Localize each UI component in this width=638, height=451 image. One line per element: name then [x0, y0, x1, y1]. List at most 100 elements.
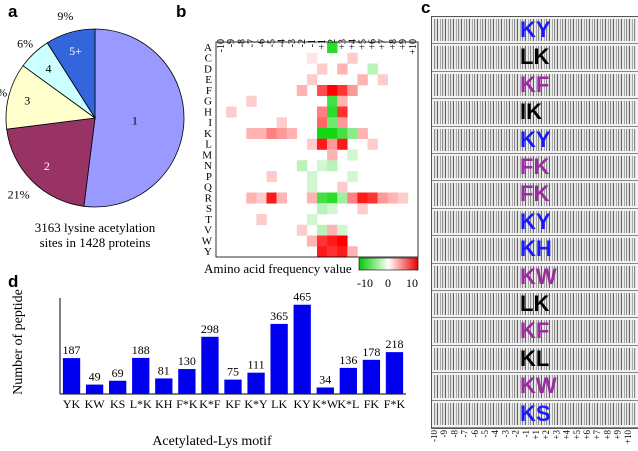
heatmap-cell: [306, 235, 318, 247]
bar: [132, 357, 150, 394]
bar: [155, 378, 173, 394]
heatmap-cell: [347, 171, 358, 183]
bar-category-label: L*K: [130, 397, 152, 411]
bar-category-label: F*K: [384, 397, 406, 411]
heatmap-cell: [266, 128, 277, 140]
colorbar-tick-mid: 0: [385, 276, 391, 290]
motif-logo-letters: KW: [520, 373, 557, 399]
logo-position-label: +3: [551, 430, 561, 440]
bar: [109, 380, 127, 394]
bar-category-label: K*F: [199, 397, 221, 411]
heatmap-cell: [347, 85, 358, 97]
motif-logo-letters: FK: [520, 154, 550, 179]
heatmap-position-label: +7: [378, 39, 389, 50]
heatmap-position-label: +4: [347, 39, 358, 50]
pie-slice-label: 5+: [69, 44, 82, 58]
heatmap-cell: [327, 106, 338, 118]
heatmap-cell: [387, 192, 399, 204]
bar-value-label: 75: [227, 365, 239, 379]
heatmap-aa-label: Y: [204, 246, 212, 258]
heatmap-cell: [246, 95, 257, 107]
bar-value-label: 218: [385, 337, 403, 351]
motif-logo-letters: KL: [520, 345, 550, 371]
logo-position-label: -9: [439, 430, 449, 438]
motif-logo-row: KF: [432, 318, 638, 346]
bar-ylabel: Number of peptide: [11, 289, 26, 395]
heatmap-cell: [347, 149, 358, 161]
heatmap-cell: [317, 117, 328, 129]
bar-value-label: 130: [178, 354, 196, 368]
panel-label-b: b: [176, 2, 187, 21]
heatmap-cell: [296, 224, 308, 236]
logo-background: [434, 402, 636, 425]
colorbar-tick-max: 10: [406, 276, 418, 290]
bar-category-label: K*Y: [244, 397, 268, 411]
logo-background: [434, 19, 636, 42]
motif-logo-letters: KF: [520, 71, 550, 97]
logo-position-label: -2: [511, 430, 521, 438]
heatmap-cell: [256, 192, 267, 204]
motif-logo-letters: KF: [520, 318, 550, 344]
bar-category-label: FK: [364, 397, 380, 411]
motif-bar-chart: 187 YK 49 KW 69 KS 188 L*K 81 KH 130 F*K 298 K*F 75 KF 1…: [11, 289, 406, 449]
bar: [339, 367, 357, 394]
heatmap-aa-label: T: [205, 214, 212, 226]
pie-chart: 152%221%312%46%5+9% 3163 lysine acetylat…: [0, 9, 185, 250]
pie-percent-label: 12%: [0, 86, 7, 100]
logo-position-label: -6: [470, 430, 480, 438]
logo-position-axis: -10 -9 -8 -7 -6 -5 -4 -3 -2 -1 +1 +2 +3 +4 +5 +6 +7 +8 +9 +…: [431, 430, 633, 445]
heatmap-position-label: -1: [307, 39, 318, 47]
heatmap-cell: [306, 52, 318, 64]
panel-label-a: a: [8, 2, 18, 21]
motif-logo-letters: KS: [520, 400, 551, 426]
heatmap-cell: [256, 128, 267, 140]
heatmap-cell: [226, 106, 237, 118]
pie-percent-label: 9%: [57, 9, 73, 23]
heatmap-cell: [347, 128, 358, 140]
logo-position-label: +4: [562, 430, 572, 440]
motif-logo-row: KF: [432, 71, 638, 100]
heatmap-position-label: -7: [246, 39, 257, 47]
motif-logo-letters: LK: [520, 44, 550, 70]
motif-logo-letters: KY: [520, 126, 551, 152]
heatmap-position-label: -8: [236, 39, 247, 47]
heatmap-cell: [367, 63, 378, 75]
heatmap-position-label: +1: [317, 39, 328, 50]
motif-logo-row: KY: [432, 127, 638, 154]
pie-slice-label: 4: [45, 61, 51, 75]
heatmap-cell: [327, 224, 338, 236]
motif-logo-row: IK: [432, 99, 638, 127]
motif-logo-letters: KW: [520, 263, 557, 289]
logo-position-label: +1: [531, 430, 541, 440]
motif-logo-row: KW: [432, 373, 638, 401]
motif-logo-row: KY: [432, 208, 638, 237]
logo-position-label: -8: [449, 430, 459, 438]
logo-position-label: -10: [431, 430, 439, 442]
heatmap-cell: [347, 246, 358, 258]
logo-position-label: +10: [623, 430, 633, 445]
heatmap-cell: [266, 171, 277, 183]
motif-logo-panel: KY LK KF IK KY FK FK KY KH KW LK KF KL KW KS: [431, 16, 638, 429]
heatmap-cell: [317, 128, 328, 140]
bar-category-label: KW: [85, 397, 106, 411]
heatmap-aa-label: C: [205, 53, 212, 65]
heatmap-cell: [306, 214, 318, 226]
heatmap-cell: [337, 246, 348, 258]
heatmap-aa-label: W: [202, 235, 213, 247]
motif-logo-letters: KY: [520, 208, 551, 234]
bar-category-label: YK: [63, 397, 81, 411]
bar-value-label: 34: [319, 372, 331, 386]
heatmap-aa-label: H: [204, 106, 212, 118]
heatmap-aa-label: R: [205, 192, 213, 204]
bar-value-label: 49: [89, 370, 101, 384]
logo-background: [434, 156, 636, 179]
heatmap-cell: [286, 128, 298, 140]
logo-background: [434, 128, 636, 151]
heatmap-aa-label: A: [204, 42, 212, 54]
heatmap-cell: [327, 149, 338, 161]
bar-category-label: K*W: [312, 397, 339, 411]
heatmap-cell: [357, 128, 368, 140]
pie-percent-label: 6%: [17, 37, 33, 51]
pie-slice-label: 2: [44, 159, 50, 173]
heatmap-cell: [367, 138, 378, 150]
